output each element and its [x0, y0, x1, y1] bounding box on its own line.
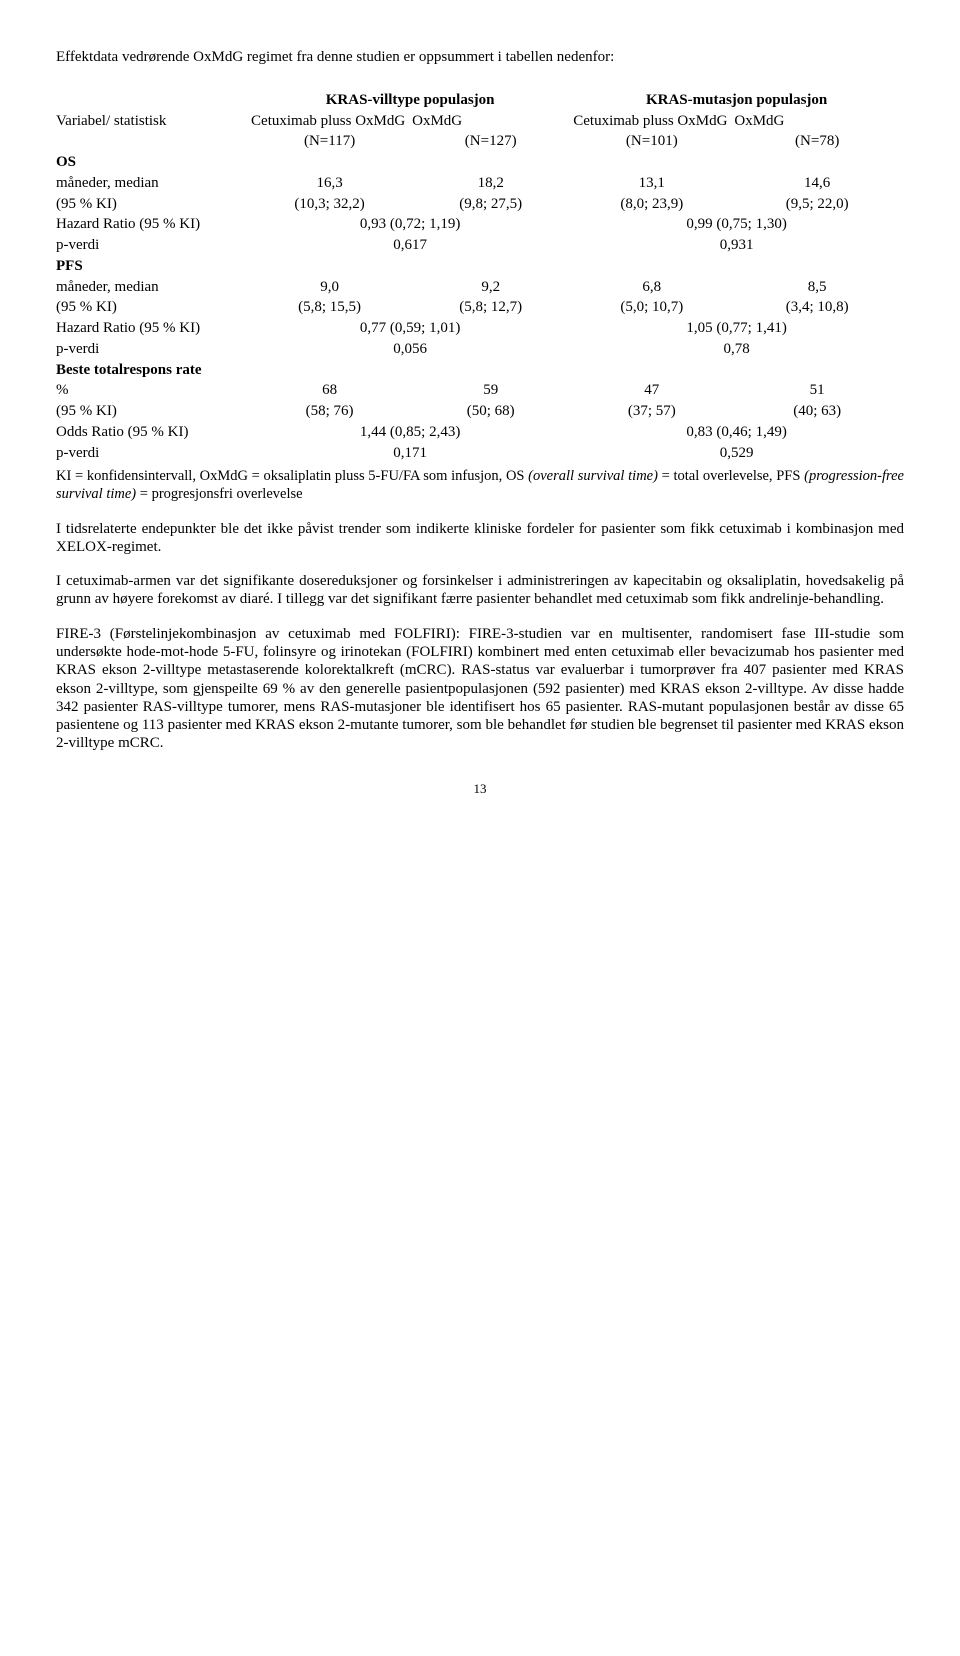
- footnote-post: = progresjonsfri overlevelse: [136, 486, 302, 502]
- pop2-header: KRAS-mutasjon populasjon: [573, 83, 904, 111]
- os-hr-right: 0,99 (0,75; 1,30): [573, 214, 904, 235]
- os-hr-left: 0,93 (0,72; 1,19): [251, 214, 573, 235]
- brr-or-left: 1,44 (0,85; 2,43): [251, 422, 573, 443]
- table-footnote: KI = konfidensintervall, OxMdG = oksalip…: [56, 467, 904, 503]
- n-b: (N=127): [412, 131, 573, 152]
- pfs-mm-label: måneder, median: [56, 277, 251, 298]
- footnote-pre: KI = konfidensintervall, OxMdG = oksalip…: [56, 468, 528, 484]
- arm-cet-2: Cetuximab pluss OxMdG: [573, 111, 734, 132]
- pfs-hr-left: 0,77 (0,59; 1,01): [251, 318, 573, 339]
- pfs-hr-label: Hazard Ratio (95 % KI): [56, 318, 251, 339]
- os-ci-label: (95 % KI): [56, 194, 251, 215]
- pfs-p-right: 0,78: [573, 339, 904, 360]
- page-number: 13: [56, 781, 904, 797]
- os-p-right: 0,931: [573, 235, 904, 256]
- brr-or-label: Odds Ratio (95 % KI): [56, 422, 251, 443]
- os-hr-label: Hazard Ratio (95 % KI): [56, 214, 251, 235]
- brr-p-left: 0,171: [251, 443, 573, 464]
- os-p-label: p-verdi: [56, 235, 251, 256]
- pfs-p-left: 0,056: [251, 339, 573, 360]
- paragraph-1: I tidsrelaterte endepunkter ble det ikke…: [56, 520, 904, 557]
- footnote-ital1: (overall survival time): [528, 468, 658, 484]
- os-p-left: 0,617: [251, 235, 573, 256]
- os-ci-b: (9,8; 27,5): [412, 194, 573, 215]
- brr-ci-d: (40; 63): [734, 401, 904, 422]
- pfs-ci-a: (5,8; 15,5): [251, 297, 412, 318]
- paragraph-3: FIRE-3 (Førstelinjekombinasjon av cetuxi…: [56, 625, 904, 753]
- footnote-mid: = total overlevelse, PFS: [658, 468, 804, 484]
- brr-p-label: p-verdi: [56, 443, 251, 464]
- n-d: (N=78): [734, 131, 904, 152]
- intro-text: Effektdata vedrørende OxMdG regimet fra …: [56, 48, 904, 67]
- varstat-label: Variabel/ statistisk: [56, 111, 251, 132]
- arm-ox-1: OxMdG: [412, 111, 573, 132]
- os-ci-d: (9,5; 22,0): [734, 194, 904, 215]
- pfs-section: PFS: [56, 256, 251, 277]
- os-mm-label: måneder, median: [56, 173, 251, 194]
- brr-pct-d: 51: [734, 380, 904, 401]
- efficacy-table: KRAS-villtype populasjon KRAS-mutasjon p…: [56, 83, 904, 464]
- arm-ox-2: OxMdG: [734, 111, 904, 132]
- brr-ci-b: (50; 68): [412, 401, 573, 422]
- os-mm-d: 14,6: [734, 173, 904, 194]
- pfs-ci-d: (3,4; 10,8): [734, 297, 904, 318]
- brr-ci-label: (95 % KI): [56, 401, 251, 422]
- pfs-mm-a: 9,0: [251, 277, 412, 298]
- brr-pct-b: 59: [412, 380, 573, 401]
- pfs-mm-d: 8,5: [734, 277, 904, 298]
- brr-ci-a: (58; 76): [251, 401, 412, 422]
- os-mm-c: 13,1: [573, 173, 734, 194]
- pfs-ci-b: (5,8; 12,7): [412, 297, 573, 318]
- os-mm-a: 16,3: [251, 173, 412, 194]
- brr-ci-c: (37; 57): [573, 401, 734, 422]
- n-c: (N=101): [573, 131, 734, 152]
- brr-p-right: 0,529: [573, 443, 904, 464]
- pfs-hr-right: 1,05 (0,77; 1,41): [573, 318, 904, 339]
- brr-pct-a: 68: [251, 380, 412, 401]
- os-ci-a: (10,3; 32,2): [251, 194, 412, 215]
- pfs-mm-b: 9,2: [412, 277, 573, 298]
- pop1-header: KRAS-villtype populasjon: [251, 83, 573, 111]
- pfs-p-label: p-verdi: [56, 339, 251, 360]
- pfs-mm-c: 6,8: [573, 277, 734, 298]
- arm-cet-1: Cetuximab pluss OxMdG: [251, 111, 412, 132]
- pfs-ci-c: (5,0; 10,7): [573, 297, 734, 318]
- n-a: (N=117): [251, 131, 412, 152]
- brr-or-right: 0,83 (0,46; 1,49): [573, 422, 904, 443]
- brr-pct-label: %: [56, 380, 251, 401]
- os-ci-c: (8,0; 23,9): [573, 194, 734, 215]
- os-section: OS: [56, 152, 251, 173]
- brr-section: Beste totalrespons rate: [56, 360, 251, 381]
- pfs-ci-label: (95 % KI): [56, 297, 251, 318]
- brr-pct-c: 47: [573, 380, 734, 401]
- os-mm-b: 18,2: [412, 173, 573, 194]
- paragraph-2: I cetuximab-armen var det signifikante d…: [56, 572, 904, 609]
